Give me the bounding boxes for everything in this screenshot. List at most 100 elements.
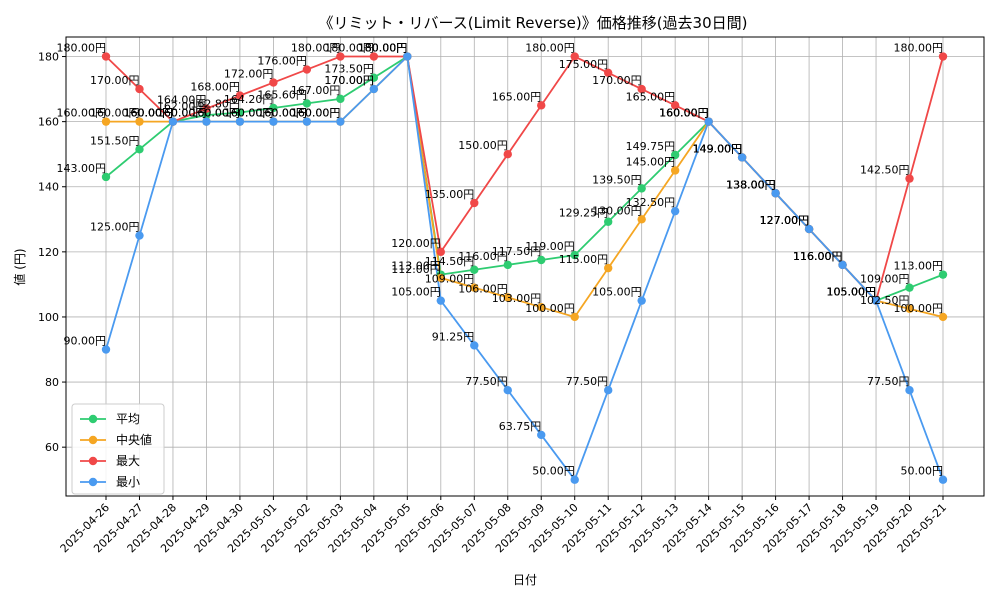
series-point-2 [101,52,111,61]
data-label: 160.00円 [224,107,274,120]
data-label: 50.00円 [532,465,575,478]
data-label: 170.00円 [592,74,642,87]
data-label: 160.00円 [123,107,173,120]
data-label: 91.25円 [432,330,475,343]
series-point-3 [503,386,512,395]
series-point-3 [771,189,780,198]
y-axis: 60 80 100 120 140 160 180 [38,51,66,454]
series-point-0 [269,103,278,113]
y-tick-label: 180 [38,51,59,64]
data-label: 173.50円 [324,63,374,76]
data-label: 160.00円 [123,107,173,120]
series-points [101,52,948,484]
series-point-3 [403,52,412,61]
series-point-2 [336,52,345,61]
data-label: 119.00円 [525,240,575,253]
series-point-2 [135,84,144,94]
data-label: 109.00円 [425,273,475,286]
series-point-3 [737,153,747,162]
series-lines [105,54,944,482]
series-point-2 [670,101,680,110]
series-point-1 [470,283,479,292]
series-point-2 [938,52,948,61]
legend-entry: 中央値 [116,432,152,447]
data-label: 138.00円 [726,178,776,191]
data-label: 160.00円 [224,107,274,120]
data-label: 77.50円 [465,375,508,388]
series-point-0 [470,265,479,274]
series-point-3 [938,475,948,484]
data-label: 50.00円 [901,465,944,478]
y-tick-label: 60 [45,441,59,454]
series-point-0 [235,108,245,117]
data-label: 160.00円 [659,107,709,120]
data-label: 160.00円 [659,107,709,120]
data-label: 180.00円 [358,42,408,55]
data-label: 120.00円 [391,237,441,250]
data-label: 149.00円 [693,142,743,155]
data-label: 170.00円 [90,74,140,87]
series-point-2 [235,91,245,100]
data-label: 115.00円 [559,253,609,266]
data-label: 132.50円 [626,196,676,209]
data-label: 180.00円 [525,42,575,55]
chart-title: 《リミット・リバース(Limit Reverse)》価格推移(過去30日間) [319,14,748,32]
series-point-2 [503,149,512,159]
series-point-2 [202,104,211,113]
series-point-0 [369,73,379,82]
series-point-0 [336,94,345,104]
data-label: 150.00円 [458,139,508,152]
data-label: 127.00円 [760,214,810,227]
y-tick-label: 120 [38,246,59,259]
series-point-1 [570,312,579,322]
series-point-3 [269,117,278,126]
series-point-3 [369,84,379,94]
series-point-3 [604,386,613,395]
legend-swatch-marker [88,414,98,424]
series-point-0 [938,270,948,279]
data-label: 180.00円 [358,42,408,55]
legend-swatch-marker [88,477,98,487]
series-point-2 [570,52,579,61]
data-label: 160.00円 [157,107,207,120]
data-label: 90.00円 [64,335,107,348]
data-label: 139.50円 [592,173,642,186]
series-point-0 [302,99,312,108]
data-label: 149.00円 [693,142,743,155]
series-point-3 [804,224,814,234]
series-point-1 [135,117,144,126]
data-label: 172.00円 [224,68,274,81]
data-label: 116.00円 [458,250,508,263]
data-label: 164.20円 [224,93,274,106]
data-label: 113.00円 [391,260,441,273]
data-label: 127.00円 [760,214,810,227]
data-label: 138.00円 [726,178,776,191]
data-label: 165.00円 [626,90,676,103]
series-point-3 [537,430,546,440]
data-label: 149.00円 [693,142,743,155]
series-point-3 [336,117,345,126]
data-label: 160.00円 [659,107,709,120]
legend-entry: 平均 [116,412,140,426]
series-point-0 [202,110,211,120]
data-label: 165.60円 [257,88,307,101]
data-label: 116.00円 [793,250,843,263]
legend-swatch-marker [88,435,98,445]
series-point-3 [670,206,680,216]
series-point-1 [670,166,680,175]
series-point-2 [302,65,312,74]
plot-frame [65,36,985,497]
data-label: 105.00円 [827,286,877,299]
series-point-0 [637,184,646,193]
series-point-3 [871,296,881,305]
data-label: 160.00円 [90,107,140,120]
data-label: 105.00円 [827,286,877,299]
data-label: 100.00円 [525,302,575,315]
x-axis: 2025-04-262025-04-272025-04-282025-04-29… [58,496,949,555]
data-label: 160.00円 [57,107,107,120]
series-point-3 [637,296,646,305]
series-line-3 [105,54,944,482]
data-label: 105.00円 [592,286,642,299]
